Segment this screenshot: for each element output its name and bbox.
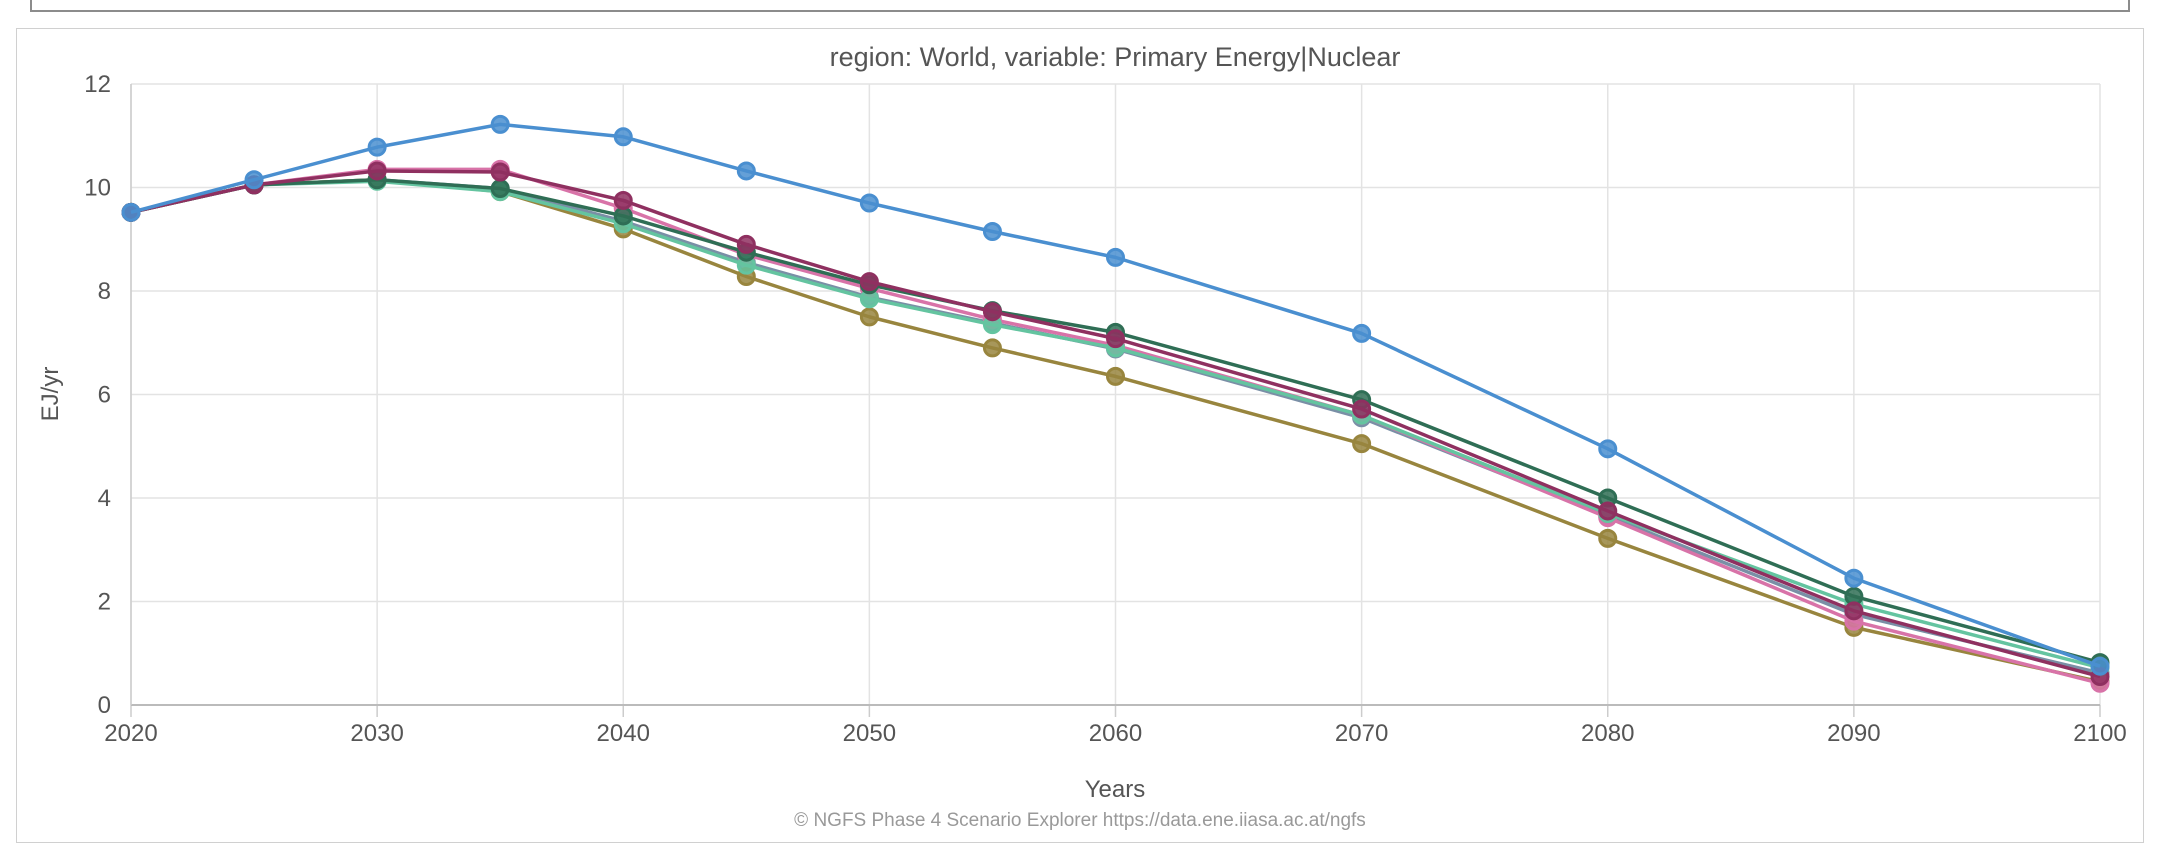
data-point[interactable] — [490, 114, 510, 134]
x-tick-label: 2060 — [1089, 720, 1142, 747]
data-point[interactable] — [859, 193, 879, 213]
data-point[interactable] — [613, 127, 633, 147]
data-point[interactable] — [982, 302, 1002, 322]
x-tick-label: 2050 — [843, 720, 896, 747]
data-point[interactable] — [2090, 656, 2110, 676]
top-panel-border — [30, 0, 2130, 12]
y-tick-label: 4 — [98, 485, 111, 512]
tick-labels: 0 2 4 6 8 10 12 2020 2030 2040 2050 2060 2070 2080 209… — [84, 71, 2126, 747]
x-tick-label: 2100 — [2073, 720, 2126, 747]
data-point[interactable] — [1106, 366, 1125, 386]
x-tick-label: 2080 — [1581, 720, 1634, 747]
series-group — [121, 114, 2110, 693]
data-point[interactable] — [1352, 434, 1372, 454]
data-point[interactable] — [613, 206, 633, 226]
data-point[interactable] — [736, 234, 756, 254]
x-tick-label: 2040 — [597, 720, 650, 747]
x-axis-title: Years — [1085, 776, 1146, 803]
data-point[interactable] — [982, 338, 1002, 358]
y-tick-label: 6 — [98, 382, 111, 409]
chart-title: region: World, variable: Primary Energy|… — [830, 42, 1401, 72]
x-tick-label: 2090 — [1827, 720, 1880, 747]
credits[interactable]: © NGFS Phase 4 Scenario Explorer https:/… — [794, 810, 1366, 831]
data-point[interactable] — [1106, 329, 1125, 349]
x-tick-label: 2020 — [104, 720, 157, 747]
data-point[interactable] — [490, 179, 510, 199]
grid-lines — [130, 83, 2101, 706]
data-point[interactable] — [859, 307, 879, 327]
data-point[interactable] — [859, 272, 879, 292]
y-tick-label: 0 — [98, 692, 111, 719]
data-point[interactable] — [1598, 501, 1618, 521]
x-tick-label: 2030 — [350, 720, 403, 747]
data-point[interactable] — [736, 161, 756, 181]
data-point[interactable] — [367, 161, 387, 181]
data-point[interactable] — [1352, 323, 1372, 343]
y-tick-label: 10 — [84, 175, 111, 202]
data-point[interactable] — [982, 221, 1002, 241]
data-point[interactable] — [1844, 568, 1864, 588]
y-tick-label: 12 — [84, 71, 111, 98]
data-point[interactable] — [244, 170, 264, 190]
data-point[interactable] — [490, 162, 510, 182]
y-tick-label: 2 — [98, 589, 111, 616]
y-axis-title: EJ/yr — [37, 367, 64, 422]
series-7[interactable] — [121, 114, 2110, 676]
data-point[interactable] — [1844, 601, 1864, 621]
data-point[interactable] — [1106, 247, 1125, 267]
y-tick-label: 8 — [98, 278, 111, 305]
data-point[interactable] — [1352, 399, 1372, 419]
axes — [130, 84, 2101, 717]
data-point[interactable] — [1598, 439, 1618, 459]
data-point[interactable] — [613, 190, 633, 210]
data-point[interactable] — [367, 137, 387, 157]
data-point[interactable] — [1598, 528, 1618, 548]
data-point[interactable] — [121, 202, 141, 222]
x-tick-label: 2070 — [1335, 720, 1388, 747]
